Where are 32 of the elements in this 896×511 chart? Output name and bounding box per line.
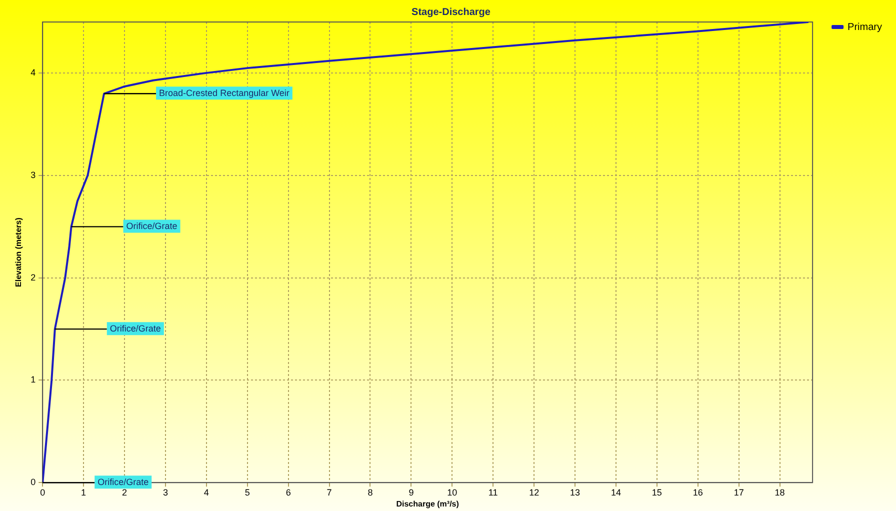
x-tick-label: 10 <box>447 487 458 498</box>
x-tick-label: 3 <box>162 487 168 498</box>
y-axis-title: Elevation (meters) <box>14 217 24 287</box>
x-tick-label: 5 <box>244 487 250 498</box>
x-tick-label: 13 <box>570 487 580 498</box>
x-tick-label: 1 <box>81 487 86 498</box>
x-axis-title: Discharge (m³/s) <box>396 499 460 508</box>
y-tick-label: 1 <box>30 374 36 385</box>
x-tick-label: 12 <box>529 487 540 498</box>
x-tick-label: 15 <box>652 487 662 498</box>
x-tick-label: 9 <box>408 487 414 498</box>
x-tick-label: 14 <box>610 487 621 498</box>
y-tick-label: 4 <box>30 68 36 78</box>
x-tick-label: 18 <box>774 487 785 498</box>
annotation: Broad-Crested Rectangular Weir <box>159 88 290 98</box>
x-tick-label: 8 <box>368 487 373 498</box>
x-tick-label: 4 <box>204 487 209 498</box>
y-tick-label: 2 <box>30 272 36 282</box>
x-tick-label: 2 <box>122 487 128 498</box>
legend-label: Primary <box>848 22 882 33</box>
x-tick-label: 6 <box>286 487 291 498</box>
x-tick-label: 7 <box>326 487 332 498</box>
annotation: Orifice/Grate <box>110 324 161 334</box>
annotation: Orifice/Grate <box>126 221 178 232</box>
y-tick-label: 0 <box>30 477 36 488</box>
x-tick-label: 17 <box>734 487 744 498</box>
x-tick-label: 16 <box>692 487 703 498</box>
y-tick-label: 3 <box>30 170 36 180</box>
x-tick-label: 11 <box>488 487 498 498</box>
annotation: Orifice/Grate <box>98 477 149 488</box>
chart-title: Stage-Discharge <box>412 6 491 18</box>
x-tick-label: 0 <box>40 487 46 498</box>
